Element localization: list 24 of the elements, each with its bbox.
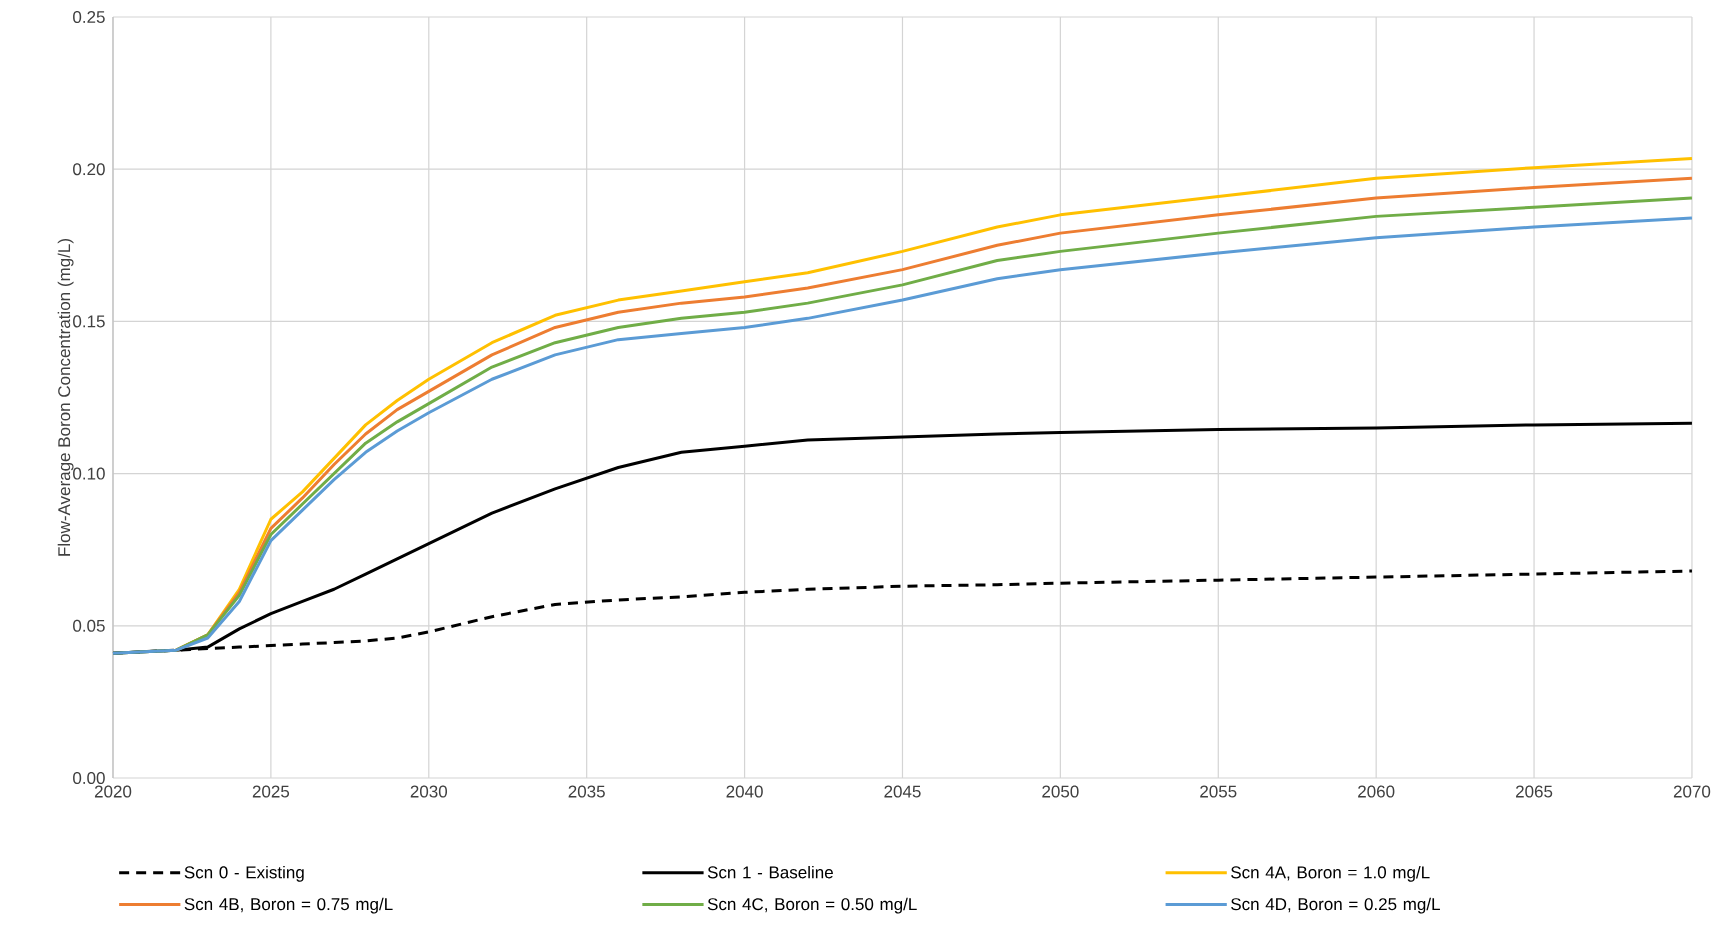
legend-label: Scn 0 - Existing	[184, 865, 304, 882]
y-tick-label: 0.15	[73, 315, 105, 328]
x-tick-label: 2030	[410, 785, 448, 798]
y-tick-label: 0.00	[73, 771, 105, 785]
x-tick-label: 2040	[726, 785, 763, 798]
legend-label: Scn 4A, Boron = 1.0 mg/L	[1231, 865, 1430, 882]
y-tick-label: 0.25	[73, 10, 105, 24]
legend-label: Scn 4B, Boron = 0.75 mg/L	[184, 897, 393, 914]
legend-label: Scn 4D, Boron = 0.25 mg/L	[1231, 897, 1440, 914]
x-tick-label: 2065	[1516, 785, 1553, 798]
x-tick-label: 2070	[1673, 785, 1711, 798]
x-tick-label: 2060	[1358, 785, 1395, 798]
x-tick-label: 2055	[1200, 785, 1237, 798]
x-tick-label: 2045	[884, 785, 921, 798]
y-axis-title: Flow-Average Boron Concentration (mg/L)	[57, 239, 74, 556]
legend-label: Scn 4C, Boron = 0.50 mg/L	[707, 897, 917, 914]
x-tick-label: 2025	[252, 785, 290, 798]
legend-label: Scn 1 - Baseline	[707, 865, 833, 879]
x-tick-label: 2020	[94, 785, 132, 798]
y-tick-label: 0.05	[73, 619, 105, 632]
y-tick-label: 0.10	[73, 467, 105, 480]
x-tick-label: 2035	[568, 785, 605, 798]
y-tick-label: 0.20	[73, 163, 105, 176]
x-tick-label: 2050	[1042, 785, 1079, 798]
